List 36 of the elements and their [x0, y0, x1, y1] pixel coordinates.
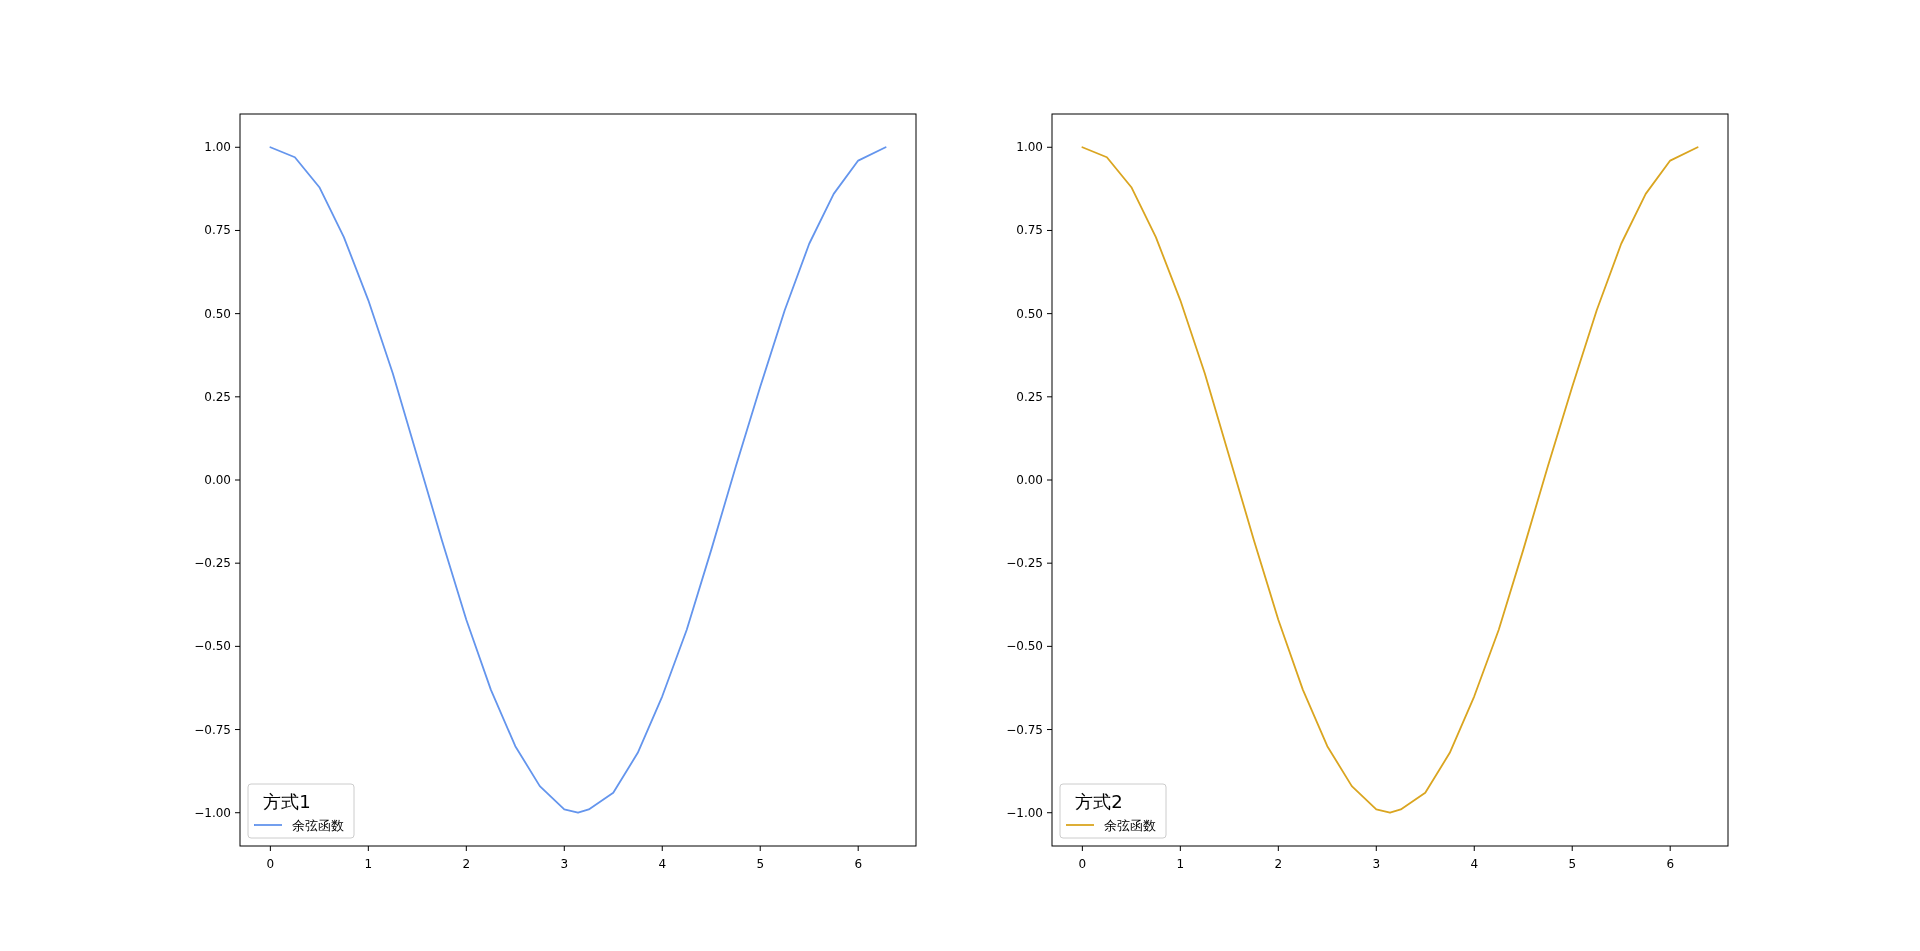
- x-tick-label: 4: [1470, 857, 1479, 871]
- x-tick-label: 0: [1078, 857, 1087, 871]
- y-tick-label: 0.75: [204, 223, 231, 238]
- x-tick-label: 6: [1666, 857, 1675, 871]
- x-tick-label: 1: [364, 857, 373, 871]
- x-tick-label: 5: [1568, 857, 1577, 871]
- y-tick-label: 1.00: [204, 140, 231, 155]
- x-tick-label: 3: [560, 857, 569, 871]
- y-tick-label: −0.25: [194, 556, 231, 571]
- y-tick-label: 0.00: [1016, 473, 1043, 487]
- y-tick-label: −0.75: [1006, 722, 1043, 737]
- y-tick-label: 1.00: [1016, 140, 1043, 155]
- x-tick-label: 0: [266, 857, 275, 871]
- x-tick-label: 3: [1372, 857, 1381, 871]
- legend-title: 方式1: [263, 791, 311, 812]
- y-tick-label: −1.00: [1006, 805, 1043, 820]
- x-tick-label: 2: [1274, 857, 1283, 871]
- y-tick-label: 0.25: [204, 389, 231, 404]
- y-tick-label: 0.00: [204, 473, 231, 487]
- y-tick-label: 0.75: [1016, 223, 1043, 238]
- y-tick-label: 0.50: [1016, 306, 1043, 321]
- legend-label: 余弦函数: [292, 818, 344, 833]
- y-tick-label: −0.25: [1006, 556, 1043, 571]
- x-tick-label: 2: [462, 857, 471, 871]
- y-tick-label: −1.00: [194, 805, 231, 820]
- y-tick-label: 0.50: [204, 306, 231, 321]
- y-tick-label: 0.25: [1016, 389, 1043, 404]
- legend-title: 方式2: [1075, 791, 1123, 812]
- x-tick-label: 5: [756, 857, 765, 871]
- y-tick-label: −0.75: [194, 722, 231, 737]
- y-tick-label: −0.50: [194, 639, 231, 654]
- x-tick-label: 1: [1176, 857, 1185, 871]
- x-tick-label: 4: [658, 857, 667, 871]
- legend-label: 余弦函数: [1104, 818, 1156, 833]
- x-tick-label: 6: [854, 857, 863, 871]
- y-tick-label: −0.50: [1006, 639, 1043, 654]
